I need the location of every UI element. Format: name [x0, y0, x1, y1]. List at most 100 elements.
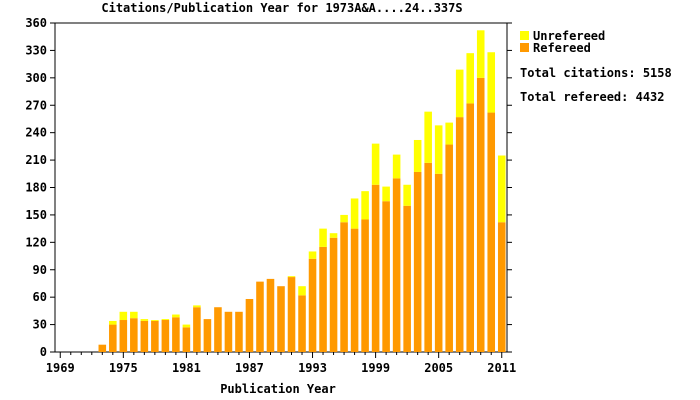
y-tick-label: 330	[25, 43, 47, 57]
x-tick-label-2011: 2011	[487, 361, 516, 375]
x-axis-title: Publication Year	[220, 382, 336, 396]
legend-swatch-refereed	[520, 43, 529, 52]
bar-refereed-1981	[182, 327, 191, 352]
bar-unrefereed-1981	[182, 324, 191, 328]
legend-label-unrefereed: Unrefereed	[533, 29, 605, 43]
total-refereed: Total refereed: 4432	[520, 90, 665, 104]
x-tick-label-1993: 1993	[298, 361, 327, 375]
legend: Unrefereed Refereed	[520, 29, 605, 55]
bar-unrefereed-1992	[298, 286, 306, 296]
bar-refereed-1988	[256, 281, 264, 352]
bar-refereed-1996	[340, 222, 348, 352]
legend-label-refereed: Refereed	[533, 41, 591, 55]
x-tick-label-2005: 2005	[424, 361, 453, 375]
y-tick-label: 120	[25, 235, 47, 249]
bar-refereed-2000	[382, 201, 390, 352]
bar-refereed-2009	[476, 77, 485, 352]
bar-unrefereed-1975	[119, 311, 128, 321]
y-tick-label: 300	[25, 71, 47, 85]
bar-unrefereed-1991	[287, 276, 296, 278]
bar-unrefereed-1980	[172, 314, 180, 318]
bar-refereed-2002	[403, 205, 411, 352]
bar-refereed-1993	[308, 258, 317, 352]
bar-refereed-1985	[224, 311, 233, 352]
bar-refereed-2006	[445, 144, 453, 352]
bar-refereed-1994	[319, 246, 327, 352]
bar-refereed-1992	[298, 295, 306, 352]
bar-unrefereed-2009	[476, 30, 485, 78]
y-tick-label: 150	[25, 208, 47, 222]
x-tick-label-1969: 1969	[46, 361, 75, 375]
y-axis: 0 30 60 90 120 150 180 210 240 270 300 330 360	[25, 16, 512, 359]
bar-refereed-1984	[214, 307, 222, 352]
bar-unrefereed-1993	[308, 251, 317, 259]
total-citations: Total citations: 5158	[520, 66, 672, 80]
bar-refereed-1976	[130, 318, 138, 352]
y-tick-label: 30	[33, 318, 47, 332]
y-tick-label: 90	[33, 263, 47, 277]
bar-refereed-1995	[329, 237, 338, 352]
bar-refereed-2005	[434, 173, 443, 352]
bar-refereed-1998	[361, 219, 369, 352]
x-tick-label-1999: 1999	[361, 361, 390, 375]
y-tick-label: 270	[25, 98, 47, 112]
bar-unrefereed-2008	[466, 53, 474, 104]
x-tick-label-1975: 1975	[109, 361, 138, 375]
bar-refereed-1974	[109, 324, 117, 352]
bar-unrefereed-2005	[434, 125, 443, 174]
bar-refereed-1978	[151, 320, 159, 352]
bar-unrefereed-2003	[413, 139, 422, 172]
bar-unrefereed-1998	[361, 191, 369, 220]
bar-refereed-1975	[119, 320, 128, 352]
totals: Total citations: 5158 Total refereed: 44…	[520, 66, 672, 104]
bar-refereed-1991	[287, 277, 296, 352]
bar-unrefereed-1978	[151, 320, 159, 321]
bar-refereed-1973	[98, 344, 107, 352]
bar-unrefereed-1982	[193, 305, 201, 308]
bar-unrefereed-2010	[487, 52, 496, 113]
bar-refereed-1986	[235, 311, 243, 352]
bar-unrefereed-1974	[109, 320, 117, 325]
bar-unrefereed-2002	[403, 184, 411, 206]
bar-refereed-2010	[487, 112, 496, 352]
bar-unrefereed-2007	[455, 69, 464, 118]
bar-unrefereed-1994	[319, 228, 327, 247]
bar-refereed-2001	[392, 178, 401, 352]
bar-unrefereed-1996	[340, 214, 348, 223]
bar-refereed-2004	[424, 162, 432, 352]
bar-refereed-2007	[455, 117, 464, 352]
bar-refereed-1997	[350, 228, 359, 353]
bar-refereed-1987	[245, 298, 254, 352]
bar-unrefereed-1999	[371, 143, 380, 185]
bar-unrefereed-2004	[424, 111, 432, 163]
bars	[98, 30, 506, 353]
y-tick-label: 60	[33, 290, 47, 304]
bar-unrefereed-1997	[350, 198, 359, 229]
bar-refereed-1980	[172, 317, 180, 352]
x-tick-label-1981: 1981	[172, 361, 201, 375]
x-axis: 1969 1975 1981 1987 1993 1999 2005 2011	[46, 352, 516, 375]
bar-unrefereed-2006	[445, 122, 453, 145]
bar-refereed-2008	[466, 103, 474, 352]
bar-refereed-1990	[277, 286, 285, 352]
bar-unrefereed-1976	[130, 311, 138, 319]
bar-refereed-1999	[371, 184, 380, 352]
bar-refereed-2011	[497, 222, 506, 352]
bar-refereed-1977	[140, 320, 149, 352]
y-tick-label: 360	[25, 16, 47, 30]
bar-unrefereed-2001	[392, 154, 401, 179]
y-tick-label: 180	[25, 181, 47, 195]
chart-title: Citations/Publication Year for 1973A&A..…	[101, 1, 462, 15]
bar-unrefereed-2011	[497, 155, 506, 223]
bar-unrefereed-1977	[140, 319, 149, 321]
y-tick-label: 0	[40, 345, 47, 359]
bar-unrefereed-1995	[329, 233, 338, 238]
bar-refereed-1982	[193, 307, 201, 352]
bar-refereed-1983	[203, 319, 212, 352]
y-tick-label: 210	[25, 153, 47, 167]
x-tick-label-1987: 1987	[235, 361, 264, 375]
y-tick-label: 240	[25, 126, 47, 140]
bar-refereed-1989	[266, 278, 275, 352]
bar-unrefereed-2000	[382, 186, 390, 202]
